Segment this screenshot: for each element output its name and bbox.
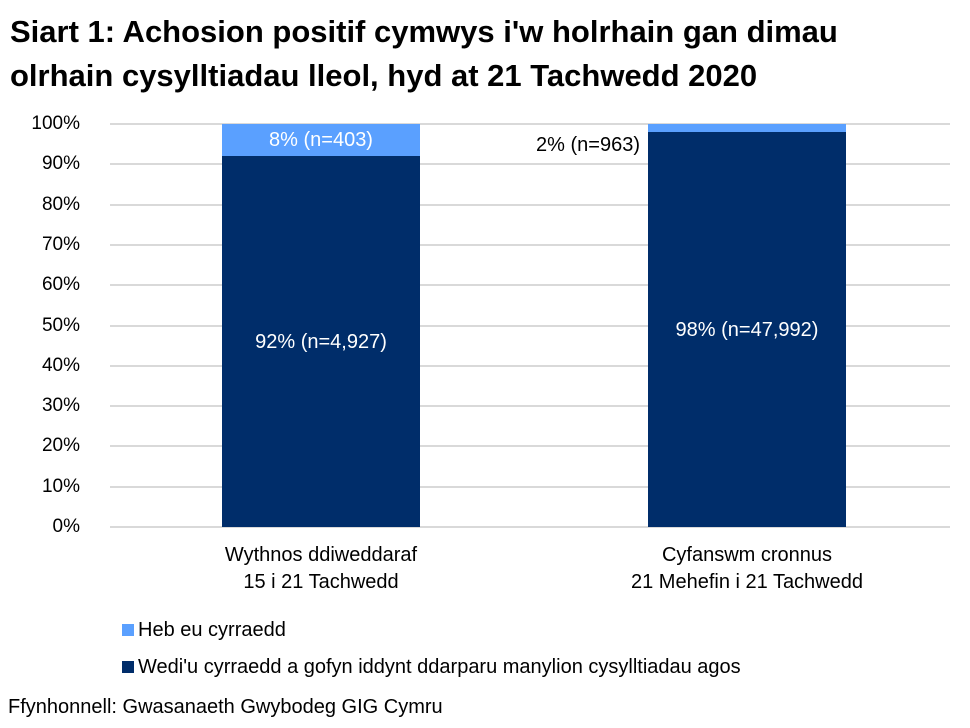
chart-title-line1: Siart 1: Achosion positif cymwys i'w hol… xyxy=(10,14,838,49)
x-category-line1: Wythnos ddiweddaraf xyxy=(224,544,418,566)
x-category-line1: Cyfanswm cronnus xyxy=(661,544,833,566)
gridline xyxy=(110,203,950,206)
x-category-label: Wythnos ddiweddaraf 15 i 21 Tachwedd xyxy=(171,542,471,596)
legend-swatch-not-reached xyxy=(122,624,134,636)
legend-item-not-reached: Heb eu cyrraedd xyxy=(122,618,286,642)
gridline xyxy=(110,163,950,166)
legend-label-not-reached: Heb eu cyrraedd xyxy=(138,619,286,641)
chart-title-line2: olrhain cysylltiadau lleol, hyd at 21 Ta… xyxy=(10,58,758,93)
chart-title: Siart 1: Achosion positif cymwys i'w hol… xyxy=(10,10,970,98)
y-tick-label: 50% xyxy=(41,314,80,336)
data-label-not-reached: 2% (n=963) xyxy=(536,134,640,156)
legend-swatch-reached xyxy=(122,661,134,673)
segment-reached xyxy=(648,132,846,527)
y-tick-label: 0% xyxy=(52,516,80,537)
gridline xyxy=(110,405,950,408)
gridline xyxy=(110,324,950,327)
source-note: Ffynhonnell: Gwasanaeth Gwybodeg GIG Cym… xyxy=(8,696,443,718)
legend-item-reached: Wedi'u cyrraedd a gofyn iddynt ddarparu … xyxy=(122,655,741,679)
y-tick-label: 20% xyxy=(41,435,80,457)
legend-label-reached: Wedi'u cyrraedd a gofyn iddynt ddarparu … xyxy=(138,656,741,678)
y-tick-label: 30% xyxy=(41,395,80,417)
y-tick-label: 10% xyxy=(41,475,80,497)
data-label-reached: 98% (n=47,992) xyxy=(675,318,819,341)
data-label-reached: 92% (n=4,927) xyxy=(255,330,387,353)
y-tick-label: 90% xyxy=(41,153,80,175)
gridline xyxy=(110,526,950,528)
segment-not-reached xyxy=(648,124,846,133)
bar-2 xyxy=(648,124,846,527)
x-category-label: Cyfanswm cronnus 21 Mehefin i 21 Tachwedd xyxy=(597,542,897,596)
gridline xyxy=(110,445,950,448)
gridline xyxy=(110,123,950,125)
y-tick-label: 60% xyxy=(41,274,80,296)
x-category-line2: 15 i 21 Tachwedd xyxy=(243,571,399,593)
gridline xyxy=(110,485,950,488)
data-label-not-reached: 8% (n=403) xyxy=(269,129,373,152)
y-tick-label: 80% xyxy=(41,193,80,215)
gridline xyxy=(110,364,950,367)
y-tick-label: 40% xyxy=(41,354,80,376)
gridline xyxy=(110,243,950,246)
segment-not-reached xyxy=(222,124,420,157)
segment-reached xyxy=(222,156,420,527)
y-tick-label: 100% xyxy=(31,113,80,134)
x-category-line2: 21 Mehefin i 21 Tachwedd xyxy=(630,571,863,593)
gridline xyxy=(110,284,950,287)
y-tick-label: 70% xyxy=(41,233,80,255)
bar-1 xyxy=(222,124,420,527)
